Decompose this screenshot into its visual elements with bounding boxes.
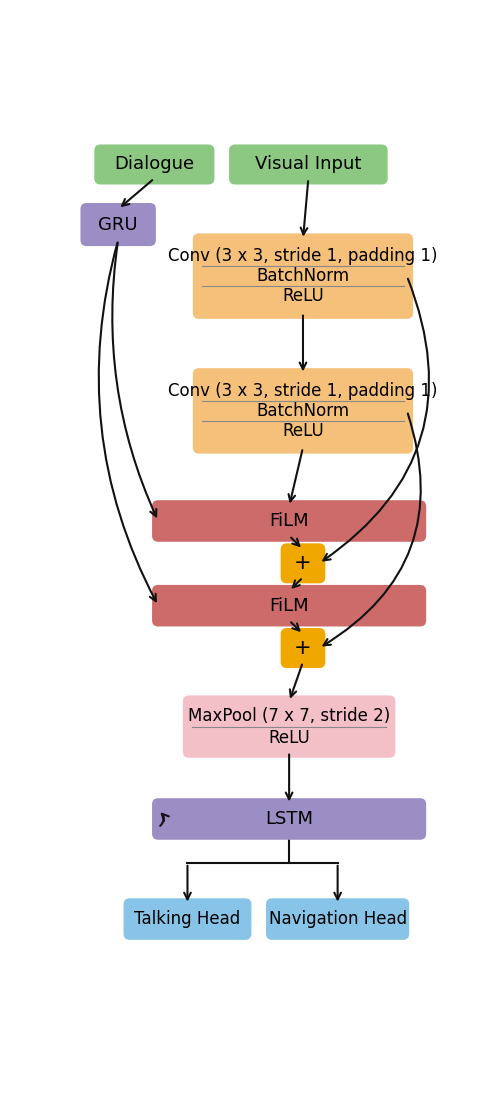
FancyBboxPatch shape [123,898,251,940]
FancyBboxPatch shape [280,628,325,668]
Text: ReLU: ReLU [282,287,324,305]
Text: +: + [294,554,312,574]
FancyBboxPatch shape [193,368,413,453]
FancyBboxPatch shape [266,898,409,940]
FancyBboxPatch shape [193,234,413,319]
Text: ReLU: ReLU [268,729,310,746]
Text: +: + [294,638,312,658]
FancyBboxPatch shape [280,544,325,584]
Text: BatchNorm: BatchNorm [257,267,349,285]
Text: Conv (3 x 3, stride 1, padding 1): Conv (3 x 3, stride 1, padding 1) [168,382,438,400]
FancyBboxPatch shape [152,799,426,840]
Text: Visual Input: Visual Input [255,156,362,174]
Text: MaxPool (7 x 7, stride 2): MaxPool (7 x 7, stride 2) [188,706,390,724]
FancyBboxPatch shape [229,145,388,185]
FancyBboxPatch shape [152,585,426,626]
FancyBboxPatch shape [183,695,396,758]
Text: Navigation Head: Navigation Head [269,910,407,928]
Text: BatchNorm: BatchNorm [257,402,349,420]
Text: FiLM: FiLM [269,597,309,615]
Text: LSTM: LSTM [265,810,313,828]
FancyBboxPatch shape [94,145,214,185]
Text: Conv (3 x 3, stride 1, padding 1): Conv (3 x 3, stride 1, padding 1) [168,247,438,265]
FancyBboxPatch shape [152,500,426,541]
Text: Talking Head: Talking Head [134,910,241,928]
Text: ReLU: ReLU [282,421,324,440]
FancyBboxPatch shape [81,203,156,246]
Text: GRU: GRU [98,215,138,234]
Text: FiLM: FiLM [269,512,309,530]
Text: Dialogue: Dialogue [114,156,194,174]
